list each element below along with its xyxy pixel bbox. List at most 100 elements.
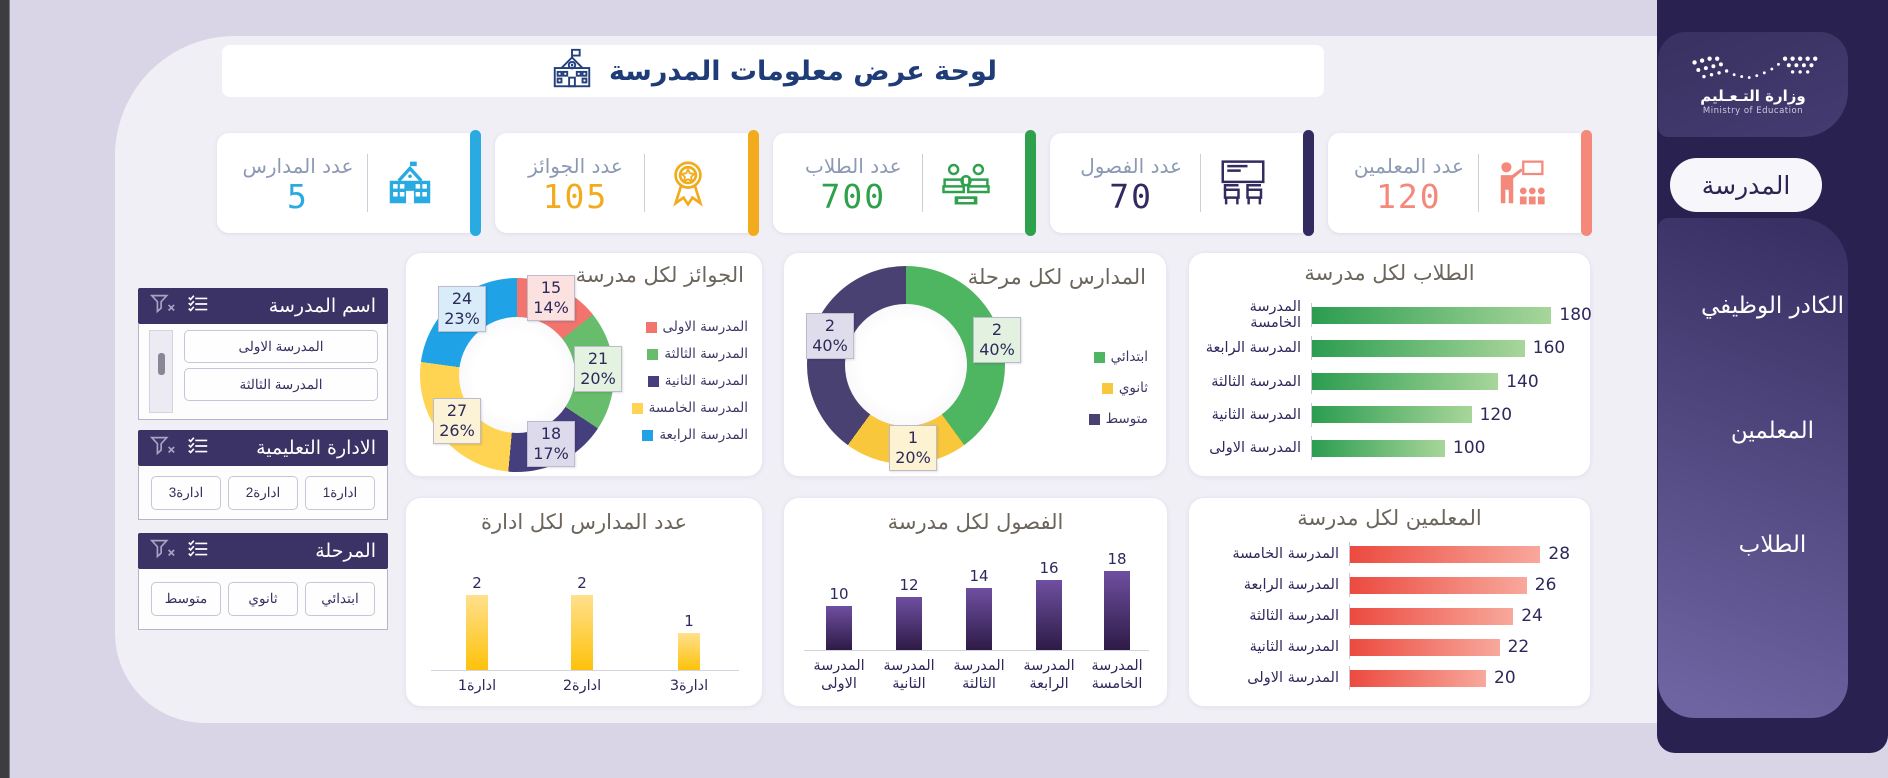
slicer-title: اسم المدرسة [268,295,376,317]
divider [1199,154,1201,212]
bar [1350,669,1486,687]
slicer-admin: الادارة التعليمية ادارة1 ادارة2 ادارة3 [138,430,388,520]
kpi-value: 5 [287,176,309,216]
school-building-icon [549,46,595,96]
kpi-label: عدد المعلمين [1353,153,1464,178]
slicer-item-admin1[interactable]: ادارة1 [305,475,375,510]
ministry-name-arabic: وزارة التـعـليم [1700,87,1806,106]
divider [366,154,368,212]
multiselect-icon[interactable] [186,538,210,564]
slicer-header: الادارة التعليمية [138,430,388,466]
chart-title: الفصول لكل مدرسة [887,510,1064,534]
chart-card-classes: الفصول لكل مدرسة 10 المدرسة الاولى 12 ال… [783,497,1168,707]
bar [1312,339,1525,357]
slicer-body: المدرسة الاولى المدرسة الثالثة [138,324,388,420]
chart-card-admins: عدد المدارس لكل ادارة 2 ادارة1 2 ادارة2 … [405,497,763,707]
column [826,606,852,650]
sidebar-item-school-active[interactable]: المدرسة [1670,158,1822,212]
sidebar-item-teachers[interactable]: المعلمين [1730,418,1815,444]
chart-title: الجوائز لكل مدرسة [575,263,744,287]
slicer-item-admin3[interactable]: ادارة3 [151,475,221,510]
slicer-item-secondary[interactable]: ثانوي [228,582,298,616]
multiselect-icon[interactable] [186,435,210,461]
classroom-icon [1214,154,1272,212]
data-label: 2 40% [973,317,1021,363]
bar [1312,406,1472,424]
column [896,597,922,650]
sidebar-item-staff[interactable]: الكادر الوظيفي [1700,293,1845,319]
slicer-item-school-1[interactable]: المدرسة الاولى [184,330,378,363]
chart-card-teachers: المعلمين لكل مدرسة المدرسة الخامسة 28 ال… [1188,497,1591,707]
slicer-item-primary[interactable]: ابتدائي [305,582,375,616]
chart-title: عدد المدارس لكل ادارة [480,510,688,534]
scrollbar-thumb[interactable] [158,353,165,375]
legend: المدرسة الاولى المدرسة الثالثة المدرسة ا… [631,319,748,443]
data-label: 18 17% [527,421,575,467]
column [466,595,488,670]
admins-column-chart: 2 ادارة1 2 ادارة2 1 ادارة3 [431,543,739,694]
chart-title: المعلمين لكل مدرسة [1297,506,1482,530]
slicer-header: اسم المدرسة [138,288,388,324]
kpi-card-schools: عدد المدارس 5 [217,130,481,236]
kpi-label: عدد الطلاب [805,153,902,178]
bar [1350,607,1514,625]
kpi-accent-bar [1580,130,1592,236]
students-bar-chart: المدرسة الخامسة 180 المدرسة الرابعة 160 … [1205,299,1592,460]
kpi-label: عدد المدارس [242,153,354,178]
divider [644,154,646,212]
sidebar-item-students[interactable]: الطلاب [1738,532,1807,558]
chart-card-awards: الجوائز لكل مدرسة 15 14% 21 20% 18 17% 27 26… [405,252,763,477]
column [966,588,992,650]
classes-column-chart: 10 المدرسة الاولى 12 المدرسة الثانية 14 … [804,543,1149,692]
teachers-bar-chart: المدرسة الخامسة 28 المدرسة الرابعة 26 ال… [1199,542,1582,690]
data-label: 2 40% [806,313,854,359]
kpi-value: 105 [542,176,609,216]
multiselect-icon[interactable] [186,293,210,319]
kpi-value: 700 [820,176,887,216]
bar [1350,576,1527,594]
page-title-bar: لوحة عرض معلومات المدرسة [222,45,1324,97]
medal-icon [659,154,717,212]
kpi-card-classes: عدد الفصول 70 [1050,130,1315,236]
school-icon [381,154,439,212]
slicer-body: ابتدائي ثانوي متوسط [138,569,388,630]
slicer-header: المرحلة [138,533,388,569]
clear-filter-icon[interactable] [149,293,176,319]
kpi-accent-bar [747,130,759,236]
sidebar: وزارة التـعـليم Ministry of Education ال… [1657,0,1888,753]
clear-filter-icon[interactable] [149,435,176,461]
clear-filter-icon[interactable] [149,538,176,564]
slicer-title: المرحلة [315,540,376,562]
chart-card-stages: المدارس لكل مرحلة 2 40% 1 20% 2 40% ابتدائي… [783,252,1167,477]
column [571,595,593,670]
divider [1477,154,1479,212]
slicer-school-name: اسم المدرسة المدرسة الاولى المدرسة الثال [138,288,388,420]
slicer-title: الادارة التعليمية [256,437,376,459]
kpi-card-teachers: عدد المعلمين 120 [1328,130,1592,236]
bar [1312,373,1499,390]
slicer-stage: المرحلة ابتدائي ثانوي متوسط [138,533,388,630]
column [1104,570,1130,650]
kpi-accent-bar [1025,130,1037,236]
data-label: 15 14% [527,275,575,321]
divider [921,154,923,212]
page-title: لوحة عرض معلومات المدرسة [608,55,998,87]
kpi-label: عدد الجوائز [528,153,623,178]
bar [1350,638,1500,656]
window-left-edge [0,0,10,778]
data-label: 24 23% [438,286,486,332]
ministry-name-english: Ministry of Education [1702,105,1804,116]
chart-card-students: الطلاب لكل مدرسة المدرسة الخامسة 180 الم… [1188,252,1592,477]
slicer-item-school-3[interactable]: المدرسة الثالثة [184,368,378,401]
slicer-item-admin2[interactable]: ادارة2 [228,475,298,510]
teacher-icon [1492,154,1550,212]
bar [1312,439,1445,457]
ministry-logo-dots [1692,56,1818,80]
slicer-scrollbar[interactable] [149,330,173,413]
kpi-value: 120 [1376,176,1442,216]
sidebar-nav-panel [1658,218,1848,718]
kpi-card-students: عدد الطلاب 700 [772,130,1037,236]
chart-title: المدارس لكل مرحلة [967,265,1146,289]
chart-title: الطلاب لكل مدرسة [1304,261,1475,285]
slicer-item-middle[interactable]: متوسط [151,582,221,616]
